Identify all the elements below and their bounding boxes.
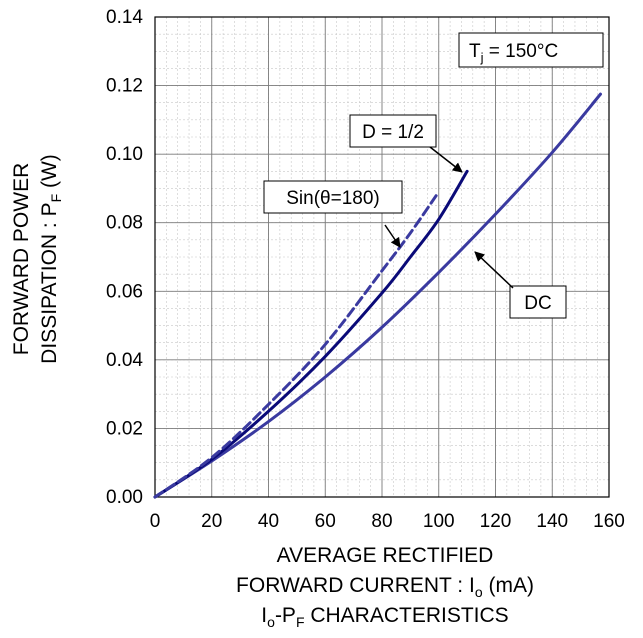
plot-area [154, 16, 610, 498]
d-half-label-box: D = 1/2 [349, 114, 437, 148]
dc-label-box: DC [509, 285, 567, 319]
series-layer [153, 92, 602, 499]
y-tick-label: 0.14 [106, 7, 143, 28]
x-tick-label: 100 [423, 511, 455, 532]
dc-arrow [474, 251, 514, 289]
x-tick-label: 60 [315, 511, 336, 532]
x-tick-label: 120 [480, 511, 512, 532]
y-tick-label: 0.06 [106, 281, 143, 302]
y-axis-ticks: 0.00 0.02 0.04 0.06 0.08 0.10 0.12 0.14 [106, 7, 143, 508]
y-tick-label: 0.12 [106, 76, 143, 97]
dc-label: DC [524, 293, 551, 314]
x-tick-label: 20 [201, 511, 222, 532]
x-tick-label: 40 [258, 511, 279, 532]
x-axis-ticks: 0 20 40 60 80 100 120 140 160 [150, 511, 625, 532]
y-axis-title-line2: DISSIPATION : PF (W) [38, 154, 64, 364]
y-tick-label: 0.04 [106, 350, 143, 371]
tj-label: Tj = 150°C [469, 41, 558, 65]
x-tick-label: 140 [536, 511, 568, 532]
sin-arrow [384, 224, 401, 248]
y-tick-label: 0.10 [106, 144, 143, 165]
x-axis-title-line2: FORWARD CURRENT : Io (mA) [236, 574, 534, 600]
series-sin-line [153, 190, 441, 499]
tj-label-box: Tj = 150°C [458, 32, 604, 68]
x-tick-label: 0 [150, 511, 161, 532]
x-tick-label: 160 [593, 511, 625, 532]
sin-label: Sin(θ=180) [286, 188, 379, 209]
d-half-label: D = 1/2 [362, 122, 424, 143]
sin-label-box: Sin(θ=180) [263, 180, 403, 214]
y-tick-label: 0.02 [106, 418, 143, 439]
chart-caption: Io-PF CHARACTERISTICS [261, 604, 508, 630]
x-tick-label: 80 [371, 511, 392, 532]
x-axis-title-line1: AVERAGE RECTIFIED [277, 544, 494, 567]
d-half-arrow [429, 146, 463, 173]
y-tick-label: 0.08 [106, 213, 143, 234]
y-tick-label: 0.00 [106, 487, 143, 508]
y-axis-title-line1: FORWARD POWER [10, 163, 33, 356]
annotations: Tj = 150°C D = 1/2 Sin(θ=180) DC [263, 32, 604, 319]
series-dc-line [153, 92, 602, 499]
